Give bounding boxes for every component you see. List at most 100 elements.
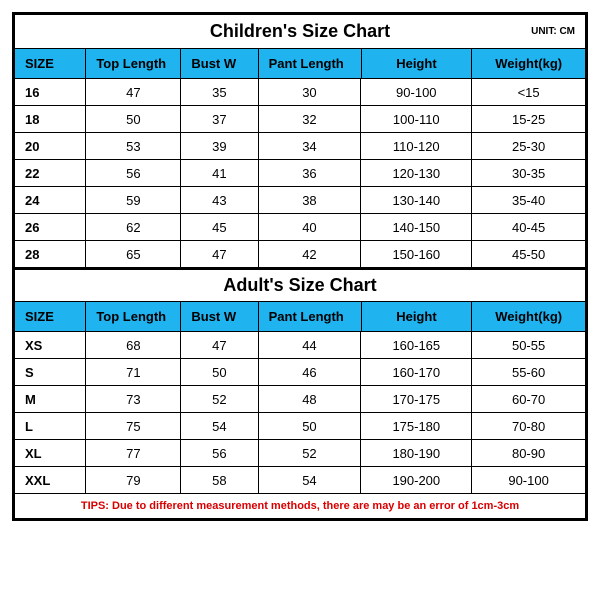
- cell-bust: 52: [181, 386, 258, 412]
- cell-size: M: [15, 386, 86, 412]
- col-height: Height: [362, 49, 473, 78]
- cell-weight: 50-55: [472, 332, 585, 358]
- cell-height: 175-180: [361, 413, 472, 439]
- cell-weight: <15: [472, 79, 585, 105]
- cell-pant: 32: [259, 106, 362, 132]
- cell-pant: 46: [259, 359, 362, 385]
- cell-top: 47: [86, 79, 181, 105]
- cell-size: 20: [15, 133, 86, 159]
- cell-pant: 48: [259, 386, 362, 412]
- cell-top: 75: [86, 413, 181, 439]
- cell-bust: 43: [181, 187, 258, 213]
- cell-height: 180-190: [361, 440, 472, 466]
- cell-height: 110-120: [361, 133, 472, 159]
- cell-height: 170-175: [361, 386, 472, 412]
- col-pant: Pant Length: [259, 302, 362, 331]
- table-row: L 75 54 50 175-180 70-80: [15, 413, 585, 440]
- table-row: M 73 52 48 170-175 60-70: [15, 386, 585, 413]
- cell-top: 65: [86, 241, 181, 267]
- cell-height: 190-200: [361, 467, 472, 493]
- cell-size: 28: [15, 241, 86, 267]
- cell-weight: 40-45: [472, 214, 585, 240]
- cell-bust: 47: [181, 332, 258, 358]
- table-row: XXL 79 58 54 190-200 90-100: [15, 467, 585, 494]
- cell-weight: 45-50: [472, 241, 585, 267]
- cell-weight: 60-70: [472, 386, 585, 412]
- cell-top: 50: [86, 106, 181, 132]
- cell-height: 130-140: [361, 187, 472, 213]
- cell-top: 59: [86, 187, 181, 213]
- cell-height: 160-165: [361, 332, 472, 358]
- cell-bust: 58: [181, 467, 258, 493]
- adult-title-row: Adult's Size Chart: [15, 268, 585, 302]
- cell-top: 53: [86, 133, 181, 159]
- cell-size: XL: [15, 440, 86, 466]
- col-bust: Bust W: [181, 302, 258, 331]
- children-title-row: Children's Size Chart UNIT: CM: [15, 15, 585, 49]
- cell-weight: 70-80: [472, 413, 585, 439]
- cell-bust: 45: [181, 214, 258, 240]
- cell-size: XXL: [15, 467, 86, 493]
- cell-pant: 54: [259, 467, 362, 493]
- col-bust: Bust W: [181, 49, 258, 78]
- cell-bust: 35: [181, 79, 258, 105]
- table-row: 18 50 37 32 100-110 15-25: [15, 106, 585, 133]
- cell-bust: 50: [181, 359, 258, 385]
- cell-weight: 55-60: [472, 359, 585, 385]
- cell-pant: 38: [259, 187, 362, 213]
- unit-label: UNIT: CM: [531, 26, 575, 37]
- cell-size: 18: [15, 106, 86, 132]
- col-weight: Weight(kg): [472, 302, 585, 331]
- cell-pant: 42: [259, 241, 362, 267]
- cell-size: L: [15, 413, 86, 439]
- children-title: Children's Size Chart: [15, 21, 585, 42]
- cell-size: 24: [15, 187, 86, 213]
- cell-bust: 41: [181, 160, 258, 186]
- children-header-row: SIZE Top Length Bust W Pant Length Heigh…: [15, 49, 585, 79]
- cell-height: 120-130: [361, 160, 472, 186]
- cell-size: S: [15, 359, 86, 385]
- cell-weight: 15-25: [472, 106, 585, 132]
- cell-size: 26: [15, 214, 86, 240]
- cell-top: 56: [86, 160, 181, 186]
- cell-height: 150-160: [361, 241, 472, 267]
- table-row: 28 65 47 42 150-160 45-50: [15, 241, 585, 268]
- cell-pant: 50: [259, 413, 362, 439]
- cell-bust: 39: [181, 133, 258, 159]
- cell-bust: 54: [181, 413, 258, 439]
- table-row: 24 59 43 38 130-140 35-40: [15, 187, 585, 214]
- cell-pant: 44: [259, 332, 362, 358]
- cell-top: 79: [86, 467, 181, 493]
- cell-height: 100-110: [361, 106, 472, 132]
- col-pant: Pant Length: [259, 49, 362, 78]
- cell-weight: 30-35: [472, 160, 585, 186]
- cell-pant: 36: [259, 160, 362, 186]
- cell-top: 71: [86, 359, 181, 385]
- cell-bust: 47: [181, 241, 258, 267]
- col-top: Top Length: [86, 302, 181, 331]
- cell-weight: 25-30: [472, 133, 585, 159]
- table-row: XL 77 56 52 180-190 80-90: [15, 440, 585, 467]
- table-row: 26 62 45 40 140-150 40-45: [15, 214, 585, 241]
- col-top: Top Length: [86, 49, 181, 78]
- col-size: SIZE: [15, 302, 86, 331]
- cell-size: 16: [15, 79, 86, 105]
- cell-bust: 56: [181, 440, 258, 466]
- col-weight: Weight(kg): [472, 49, 585, 78]
- cell-pant: 34: [259, 133, 362, 159]
- cell-top: 77: [86, 440, 181, 466]
- cell-weight: 80-90: [472, 440, 585, 466]
- table-row: 22 56 41 36 120-130 30-35: [15, 160, 585, 187]
- cell-top: 73: [86, 386, 181, 412]
- cell-pant: 40: [259, 214, 362, 240]
- table-row: 20 53 39 34 110-120 25-30: [15, 133, 585, 160]
- cell-top: 68: [86, 332, 181, 358]
- col-height: Height: [362, 302, 473, 331]
- size-chart-container: Children's Size Chart UNIT: CM SIZE Top …: [12, 12, 588, 521]
- col-size: SIZE: [15, 49, 86, 78]
- cell-pant: 30: [259, 79, 362, 105]
- tips-note: TIPS: Due to different measurement metho…: [15, 494, 585, 518]
- table-row: 16 47 35 30 90-100 <15: [15, 79, 585, 106]
- cell-top: 62: [86, 214, 181, 240]
- table-row: S 71 50 46 160-170 55-60: [15, 359, 585, 386]
